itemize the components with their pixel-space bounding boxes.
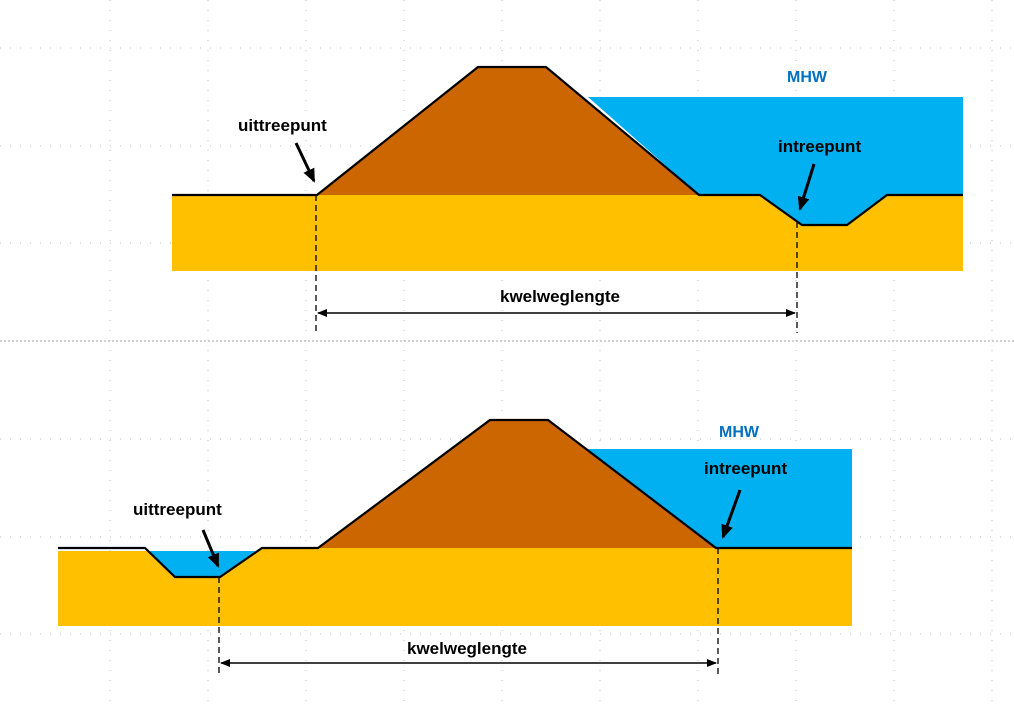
top-intreepunt-pointer — [797, 163, 816, 211]
top-water-body — [588, 97, 963, 225]
bottom-water-body — [580, 449, 852, 548]
bottom-ground-outline — [58, 418, 852, 579]
bottom-intreepunt-label: intreepunt — [704, 459, 787, 478]
top-dike-body — [317, 67, 699, 195]
bottom-kwelweglengte-label: kwelweglengte — [407, 639, 527, 658]
bottom-dike-body — [318, 420, 716, 548]
top-uittreepunt-label: uittreepunt — [238, 116, 327, 135]
bottom-mhw-label: MHW — [719, 424, 760, 441]
bottom-ditch-water — [148, 551, 258, 577]
bottom-uittreepunt-label: uittreepunt — [133, 500, 222, 519]
bottom-uittreepunt-pointer — [201, 529, 220, 568]
top-mhw-label: MHW — [787, 69, 828, 86]
top-diagram: MHW uittreepunt intreepunt kwelweglengte — [172, 65, 963, 333]
bottom-intreepunt-pointer — [721, 489, 742, 539]
top-ground-outline — [172, 65, 963, 227]
bottom-diagram: MHW uittreepunt intreepunt kwelweglengte — [58, 418, 852, 675]
bottom-soil — [58, 548, 852, 626]
top-intreepunt-label: intreepunt — [778, 137, 861, 156]
top-soil — [172, 195, 963, 271]
top-kwelweglengte-label: kwelweglengte — [500, 287, 620, 306]
top-uittreepunt-pointer — [294, 142, 316, 183]
